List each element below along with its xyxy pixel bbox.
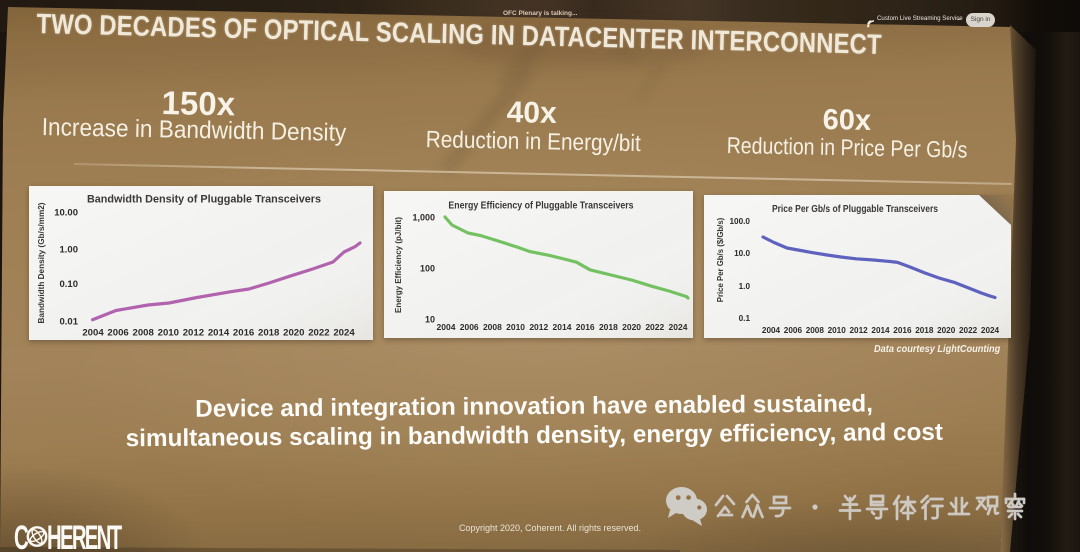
svg-text:2020: 2020 — [622, 322, 641, 332]
svg-text:1.00: 1.00 — [60, 244, 79, 255]
svg-text:2014: 2014 — [871, 326, 890, 335]
svg-text:2006: 2006 — [784, 326, 803, 335]
svg-text:HERENT: HERENT — [47, 521, 122, 552]
svg-text:2012: 2012 — [849, 326, 868, 335]
svg-text:0.1: 0.1 — [739, 314, 751, 323]
svg-text:2016: 2016 — [576, 322, 595, 332]
svg-text:Energy Efficiency (pJ/bit): Energy Efficiency (pJ/bit) — [394, 217, 403, 313]
svg-text:2022: 2022 — [959, 326, 978, 335]
svg-text:2020: 2020 — [283, 328, 304, 339]
svg-text:2016: 2016 — [233, 328, 254, 339]
svg-text:2018: 2018 — [599, 322, 618, 332]
svg-text:2012: 2012 — [183, 328, 204, 339]
svg-text:2010: 2010 — [158, 328, 179, 339]
svg-text:1.0: 1.0 — [739, 282, 751, 291]
svg-text:2014: 2014 — [208, 328, 230, 339]
svg-text:2016: 2016 — [893, 326, 912, 335]
svg-text:2006: 2006 — [460, 322, 479, 332]
svg-text:2008: 2008 — [133, 328, 155, 339]
svg-text:2010: 2010 — [506, 322, 525, 332]
svg-text:2024: 2024 — [669, 322, 688, 332]
svg-text:0.01: 0.01 — [60, 316, 79, 327]
svg-text:Bandwidth Density of Pluggable: Bandwidth Density of Pluggable Transceiv… — [87, 194, 321, 206]
svg-text:Price Per Gb/s of Pluggable Tr: Price Per Gb/s of Pluggable Transceivers — [772, 203, 938, 214]
svg-text:100: 100 — [420, 263, 435, 273]
svg-text:10.00: 10.00 — [54, 207, 78, 218]
svg-text:C: C — [14, 521, 29, 552]
svg-text:10: 10 — [425, 314, 435, 324]
svg-text:2008: 2008 — [806, 326, 825, 335]
svg-text:Energy Efficiency of Pluggable: Energy Efficiency of Pluggable Transceiv… — [448, 199, 633, 211]
svg-text:2014: 2014 — [553, 322, 572, 332]
svg-text:2004: 2004 — [82, 328, 104, 339]
svg-text:2012: 2012 — [529, 322, 548, 332]
svg-text:Bandwidth Density (Gb/s/mm2): Bandwidth Density (Gb/s/mm2) — [37, 202, 46, 323]
svg-text:2010: 2010 — [828, 326, 847, 335]
svg-text:2004: 2004 — [762, 326, 781, 335]
svg-text:10.0: 10.0 — [734, 249, 750, 258]
svg-text:2024: 2024 — [981, 326, 1000, 335]
svg-text:100.0: 100.0 — [730, 217, 751, 226]
svg-text:1,000: 1,000 — [412, 212, 435, 222]
svg-text:2024: 2024 — [333, 328, 355, 339]
svg-text:2020: 2020 — [937, 326, 956, 335]
svg-text:2008: 2008 — [483, 322, 502, 332]
svg-text:2018: 2018 — [258, 328, 280, 339]
svg-text:Price Per Gb/s ($/Gb/s): Price Per Gb/s ($/Gb/s) — [716, 217, 725, 302]
svg-text:2006: 2006 — [107, 328, 128, 339]
svg-text:0.10: 0.10 — [60, 279, 79, 290]
svg-text:2022: 2022 — [308, 328, 329, 339]
svg-text:2004: 2004 — [437, 322, 456, 332]
svg-text:2018: 2018 — [915, 326, 934, 335]
svg-text:2022: 2022 — [645, 322, 664, 332]
